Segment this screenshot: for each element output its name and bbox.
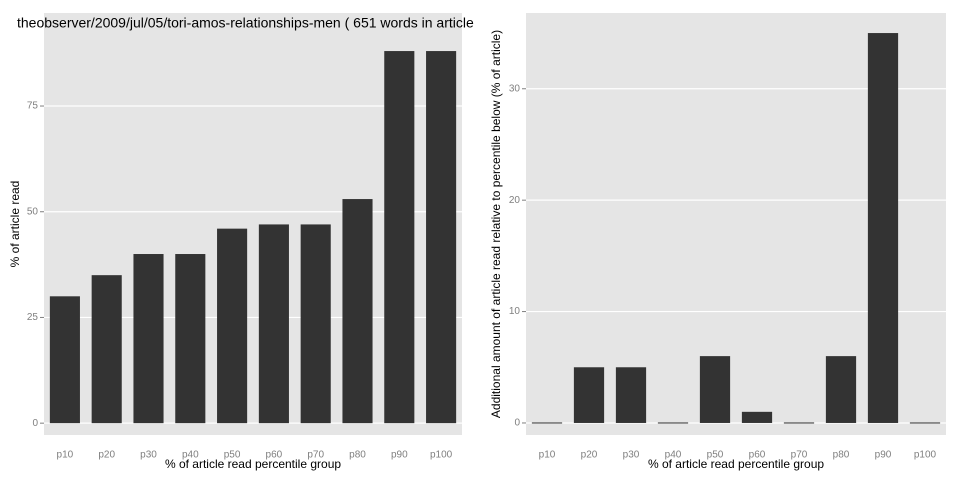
bar: [699, 356, 731, 423]
y-tick-label: 30: [509, 83, 521, 94]
x-tick-label: p60: [266, 450, 283, 461]
y-tick-label: 75: [27, 101, 39, 112]
bar: [217, 228, 248, 424]
y-tick-label: 0: [514, 418, 520, 429]
bar: [175, 254, 206, 424]
x-tick-label: p60: [749, 450, 766, 461]
x-tick-label: p70: [307, 450, 324, 461]
bar: [531, 422, 563, 424]
x-tick-label: p100: [430, 450, 453, 461]
x-tick-label: p80: [349, 450, 366, 461]
bar: [573, 367, 605, 423]
bar: [300, 224, 331, 424]
bar: [342, 199, 373, 424]
x-axis-label: % of article read percentile group: [165, 457, 341, 471]
x-tick-label: p70: [791, 450, 808, 461]
y-tick-label: 0: [32, 418, 38, 429]
y-axis-label: Additional amount of article read relati…: [489, 30, 503, 418]
x-axis-label: % of article read percentile group: [648, 457, 824, 471]
x-tick-label: p20: [581, 450, 598, 461]
x-tick-label: p20: [98, 450, 115, 461]
x-tick-label: p50: [707, 450, 724, 461]
bar: [91, 275, 122, 424]
x-tick-label: p90: [875, 450, 892, 461]
x-tick-label: p30: [623, 450, 640, 461]
y-tick-label: 50: [27, 206, 39, 217]
x-tick-label: p40: [182, 450, 199, 461]
x-tick-label: p50: [224, 450, 241, 461]
y-tick-label: 10: [509, 306, 521, 317]
bar: [657, 422, 689, 424]
bar: [909, 422, 941, 424]
x-tick-label: p10: [539, 450, 556, 461]
x-tick-label: p90: [391, 450, 408, 461]
y-axis-label: % of article read: [8, 181, 22, 268]
bar: [783, 422, 815, 424]
bar: [258, 224, 289, 424]
bar: [615, 367, 647, 423]
y-tick-label: 20: [509, 195, 521, 206]
bar: [133, 254, 164, 424]
x-tick-label: p10: [57, 450, 74, 461]
bar: [867, 33, 899, 423]
bar: [426, 51, 457, 424]
bar: [741, 411, 773, 423]
y-tick-label: 25: [27, 312, 39, 323]
bar: [49, 296, 80, 424]
x-tick-label: p80: [833, 450, 850, 461]
bar: [384, 51, 415, 424]
chart-title: theobserver/2009/jul/05/tori-amos-relati…: [17, 15, 474, 31]
x-tick-label: p40: [665, 450, 682, 461]
x-tick-label: p30: [140, 450, 157, 461]
x-tick-label: p100: [914, 450, 937, 461]
bar: [825, 356, 857, 423]
